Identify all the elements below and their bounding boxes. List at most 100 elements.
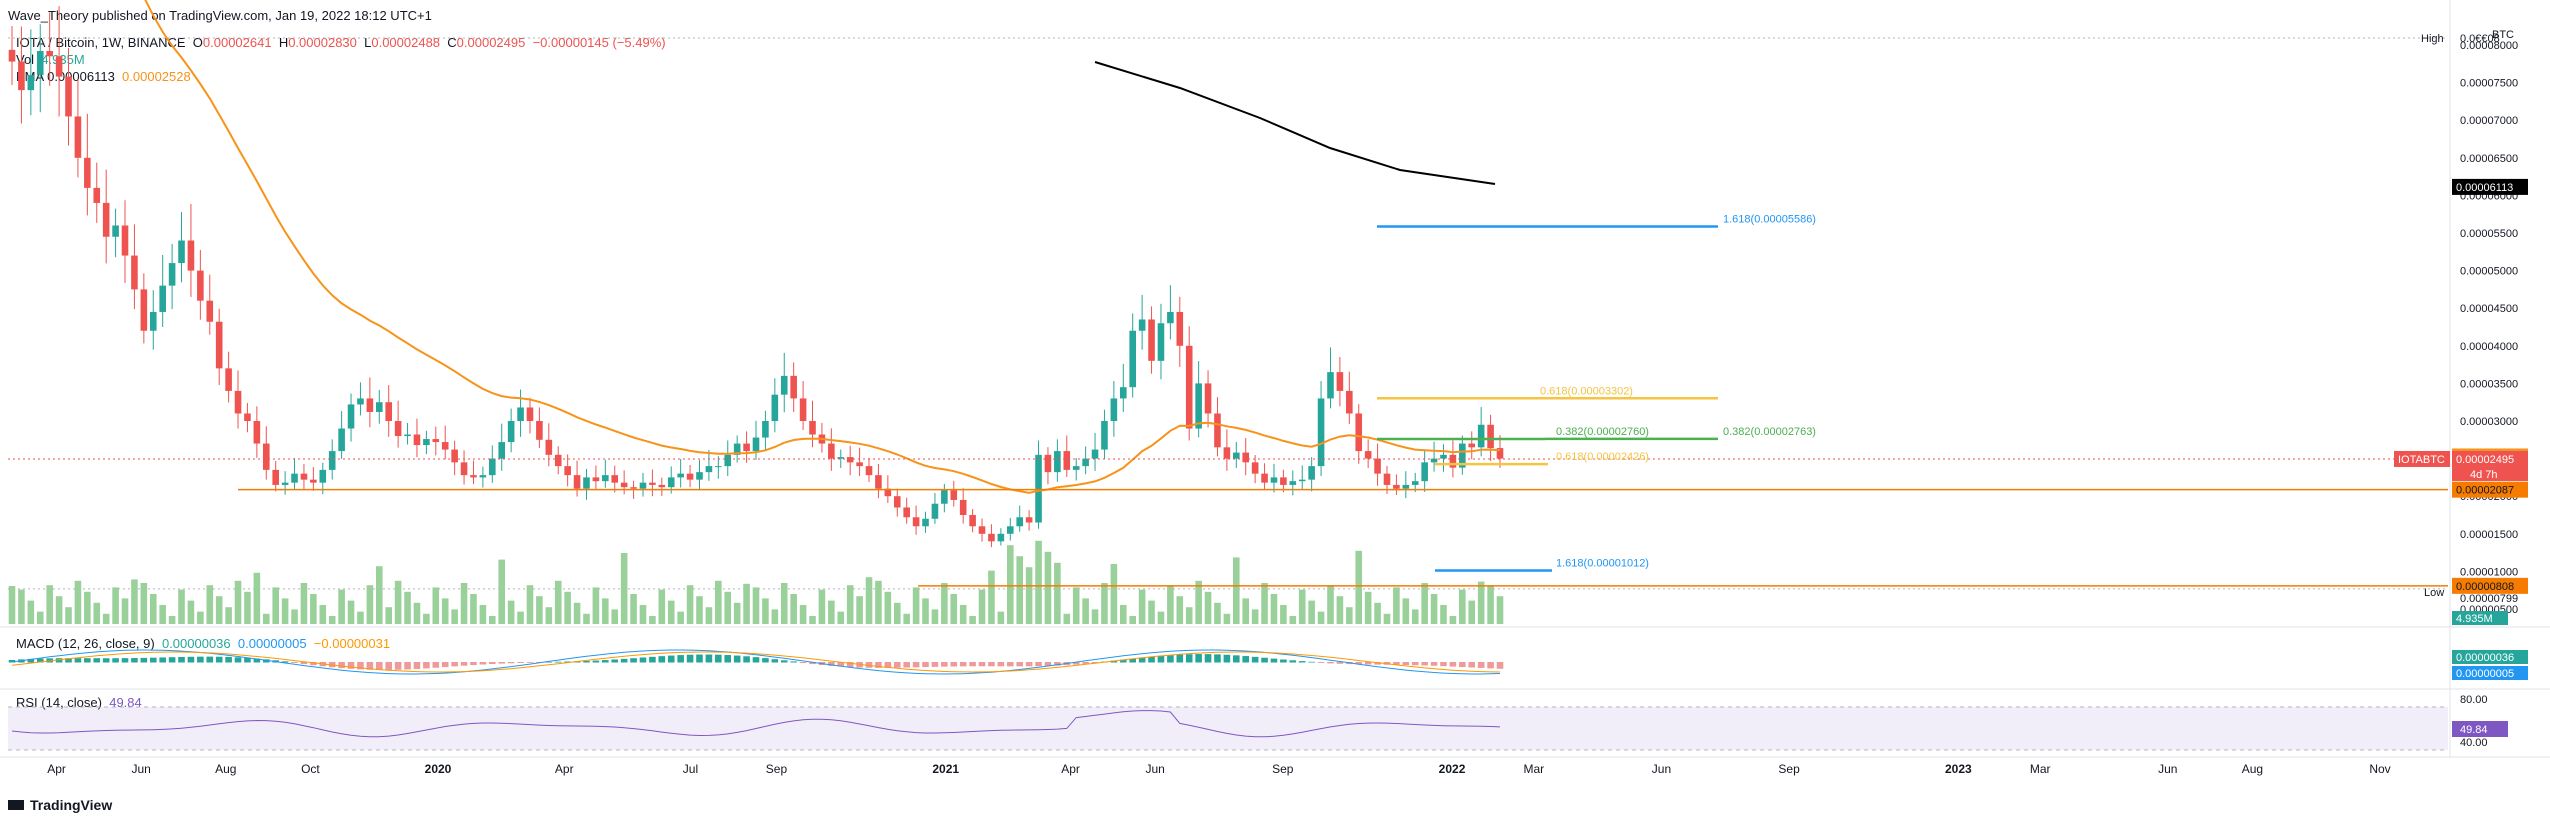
volume-bar xyxy=(649,616,656,624)
candle-body xyxy=(696,472,703,480)
candle-body xyxy=(1449,454,1457,468)
volume-bar xyxy=(1308,600,1315,624)
low-value: 0.00000799 xyxy=(2460,593,2518,605)
candle-body xyxy=(338,428,345,452)
price-axis-tick: 0.00003500 xyxy=(2460,378,2518,390)
countdown-badge xyxy=(2452,466,2528,481)
macd-histogram-bar xyxy=(1025,662,1033,667)
volume-bar xyxy=(93,602,101,624)
candle-body xyxy=(121,225,129,256)
candle-body xyxy=(1025,517,1033,523)
macd-histogram-bar xyxy=(554,661,562,663)
macd-histogram-bar xyxy=(27,658,35,663)
volume-bar xyxy=(338,589,345,624)
rsi-axis-tick: 80.00 xyxy=(2460,694,2488,706)
high-value: 0.0€€08 xyxy=(2460,33,2500,45)
rsi-title[interactable]: RSI (14, close) xyxy=(16,695,102,710)
volume-bar xyxy=(912,587,920,624)
macd-histogram-bar xyxy=(950,662,958,667)
macd-histogram-bar xyxy=(790,661,797,663)
symbol-badge-label: IOTABTC xyxy=(2398,454,2445,466)
candle-body xyxy=(55,56,63,77)
macd-histogram-bar xyxy=(432,662,440,668)
price-badge xyxy=(2452,577,2528,594)
macd-histogram-bar xyxy=(752,657,760,663)
volume-bar xyxy=(969,616,976,624)
volume-bar xyxy=(1054,562,1061,624)
candle-body xyxy=(1072,466,1080,470)
macd-histogram-bar xyxy=(357,662,364,670)
volume-bar xyxy=(686,585,694,624)
volume-bar xyxy=(743,583,750,624)
fib-level-label: 0.382(0.00002760) xyxy=(1556,426,1649,438)
tradingview-logo[interactable]: TradingView xyxy=(8,797,112,813)
candle-body xyxy=(536,421,543,440)
candle-body xyxy=(404,434,411,437)
macd-histogram-bar xyxy=(1468,662,1476,668)
candle-body xyxy=(884,488,892,497)
macd-histogram-bar xyxy=(1355,662,1363,665)
candle-body xyxy=(375,402,383,412)
macd-histogram-bar xyxy=(1044,662,1052,666)
macd-histogram-bar xyxy=(1374,662,1381,665)
candle-body xyxy=(385,402,393,421)
volume-bar xyxy=(1176,596,1184,624)
candle-body xyxy=(262,443,270,470)
macd-histogram-bar xyxy=(743,656,750,663)
volume-bar xyxy=(1167,585,1174,624)
volume-bar xyxy=(865,577,873,624)
candle-body xyxy=(112,225,119,237)
macd-histogram-bar xyxy=(93,658,101,663)
candle-body xyxy=(102,202,110,237)
time-axis-tick: Aug xyxy=(2242,762,2263,776)
candle-body xyxy=(780,375,788,395)
macd-histogram-bar xyxy=(1393,662,1400,665)
volume-bar xyxy=(178,589,185,624)
symbol-title[interactable]: IOTA / Bitcoin, 1W, BINANCE xyxy=(16,35,186,50)
volume-bar xyxy=(1383,613,1391,624)
volume-bar xyxy=(1223,613,1231,624)
volume-bar xyxy=(281,598,289,624)
volume-bar xyxy=(1374,602,1381,624)
macd-histogram-bar xyxy=(912,662,920,668)
macd-histogram-bar xyxy=(875,662,882,668)
low-label: Low xyxy=(2424,587,2444,599)
candle-body xyxy=(573,475,581,489)
candle-body xyxy=(1468,443,1476,448)
macd-histogram-bar xyxy=(225,656,232,663)
candle-body xyxy=(912,517,920,527)
price-axis-tick: 0.00001000 xyxy=(2460,566,2518,578)
macd-title[interactable]: MACD (12, 26, close, 9) xyxy=(16,636,155,651)
volume-bar xyxy=(1242,598,1250,624)
candle-body xyxy=(479,475,487,478)
volume-bar xyxy=(375,566,383,624)
macd-histogram-bar xyxy=(65,658,72,663)
macd-histogram-bar xyxy=(592,660,600,663)
volume-bar xyxy=(441,598,449,624)
volume-bar xyxy=(1440,605,1447,624)
volume-bar xyxy=(667,600,675,624)
volume-bar xyxy=(1129,616,1137,624)
macd-histogram-bar xyxy=(705,654,713,663)
volume-bar xyxy=(1063,613,1071,624)
volume-bar xyxy=(1496,596,1504,624)
macd-histogram-bar xyxy=(1440,662,1447,667)
macd-histogram-bar xyxy=(1185,654,1193,663)
candle-body xyxy=(197,270,204,301)
candle-body xyxy=(8,49,16,62)
candle-body xyxy=(225,368,232,391)
candle-body xyxy=(649,482,656,485)
volume-bar xyxy=(771,609,779,624)
price-badge xyxy=(2452,178,2528,195)
candle-body xyxy=(1185,345,1193,429)
candle-body xyxy=(93,187,101,203)
candle-body xyxy=(875,475,882,489)
volume-bar xyxy=(733,602,741,624)
macd-histogram-bar xyxy=(903,662,910,668)
time-axis-tick: 2022 xyxy=(1439,762,1466,776)
macd-histogram-bar xyxy=(140,657,148,663)
time-axis-tick: Jul xyxy=(683,762,698,776)
macd-histogram-bar xyxy=(988,662,995,667)
candle-body xyxy=(1364,451,1372,459)
